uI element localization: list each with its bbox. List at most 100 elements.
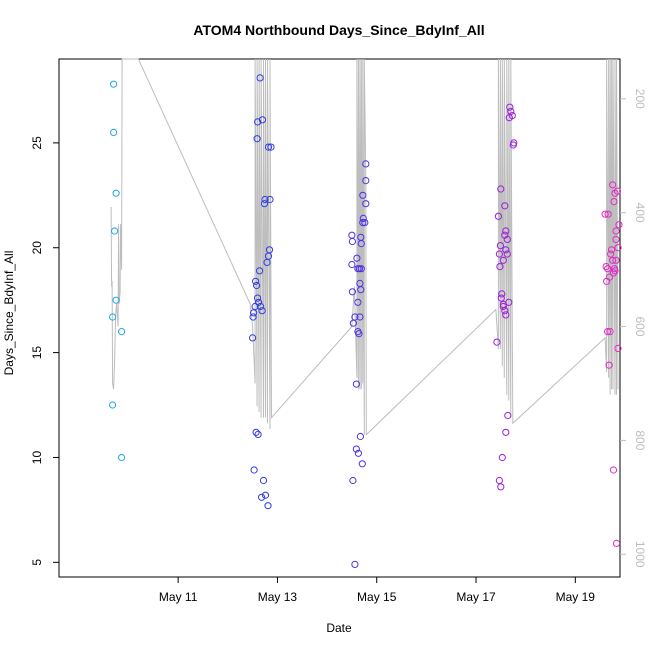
data-point-1-8 — [266, 195, 274, 204]
data-point-3-15 — [503, 250, 511, 258]
y-axis-label: Days_Since_BdyInf_All — [2, 251, 16, 376]
data-point-3-8 — [494, 212, 502, 220]
data-point-3-25 — [493, 338, 501, 346]
data-point-3-14 — [495, 250, 503, 258]
data-point-1-0 — [256, 74, 264, 82]
data-point-3-24 — [502, 311, 510, 319]
x-tick-label-1: May 13 — [258, 590, 298, 604]
data-point-1-6 — [261, 195, 269, 204]
data-point-4-5 — [604, 210, 612, 218]
data-point-1-12 — [256, 267, 264, 275]
data-point-4-0 — [609, 181, 617, 189]
data-point-1-28 — [261, 491, 270, 499]
data-point-3-29 — [495, 476, 503, 485]
plot-frame — [58, 58, 621, 578]
chart-title: ATOM4 Northbound Days_Since_BdyInf_All — [193, 22, 484, 38]
data-point-2-24 — [355, 330, 363, 338]
data-point-2-10 — [357, 240, 365, 248]
data-point-2-7 — [348, 231, 356, 239]
data-point-3-7 — [501, 202, 509, 210]
data-point-2-25 — [352, 380, 360, 388]
x-tick-label-3: May 17 — [456, 590, 496, 604]
data-point-1-13 — [252, 277, 260, 285]
data-point-3-0 — [506, 103, 514, 111]
data-point-4-13 — [612, 256, 620, 264]
data-point-4-26 — [612, 539, 621, 548]
data-point-2-0 — [362, 160, 370, 168]
y-tick-label-0: 5 — [30, 559, 44, 566]
y2-axis: 200 400 600 800 1000 — [620, 89, 647, 568]
data-point-3-6 — [497, 185, 505, 193]
data-point-4-11 — [607, 250, 615, 258]
data-point-2-6 — [359, 219, 367, 227]
data-point-1-24 — [254, 430, 262, 438]
data-point-1-22 — [249, 334, 257, 342]
data-point-2-2 — [359, 191, 367, 199]
data-point-2-18 — [348, 288, 356, 296]
data-point-1-11 — [263, 258, 271, 266]
data-point-1-16 — [255, 298, 263, 306]
data-point-1-26 — [259, 476, 268, 485]
data-point-0-4 — [112, 296, 120, 304]
data-point-3-22 — [499, 302, 507, 311]
data-point-2-17 — [357, 286, 365, 294]
data-point-1-29 — [264, 502, 272, 510]
data-point-2-29 — [358, 460, 366, 468]
data-point-4-14 — [604, 265, 612, 273]
data-point-2-1 — [362, 177, 370, 185]
data-point-2-31 — [351, 560, 359, 569]
data-point-0-3 — [111, 227, 119, 235]
data-point-1-15 — [254, 294, 262, 302]
data-point-2-12 — [348, 260, 356, 269]
data-point-4-23 — [614, 344, 622, 352]
data-point-3-3 — [508, 112, 516, 120]
data-point-2-19 — [354, 298, 362, 306]
data-point-3-16 — [499, 256, 507, 264]
data-point-2-3 — [362, 200, 370, 208]
data-point-3-19 — [497, 294, 505, 302]
data-point-0-1 — [110, 128, 118, 136]
data-point-4-8 — [612, 235, 620, 243]
data-point-1-23 — [252, 428, 260, 436]
data-point-4-6 — [615, 221, 623, 229]
data-point-2-22 — [356, 313, 364, 321]
data-point-3-17 — [496, 263, 504, 271]
data-point-1-4 — [264, 143, 273, 151]
data-point-2-30 — [349, 476, 357, 485]
data-point-3-30 — [497, 483, 505, 491]
data-point-2-15 — [357, 265, 365, 273]
data-point-0-8 — [118, 453, 126, 462]
data-point-1-18 — [257, 302, 265, 311]
y-tick-label-4: 25 — [30, 136, 44, 150]
data-point-3-27 — [502, 428, 510, 436]
data-point-1-27 — [258, 493, 266, 501]
data-point-2-11 — [353, 254, 361, 262]
data-point-4-25 — [609, 466, 618, 474]
points-layer — [109, 74, 623, 569]
trace-line — [110, 58, 619, 436]
data-point-4-2 — [610, 198, 618, 206]
x-axis: May 11 May 13 May 15 May 17 May 19 — [159, 577, 595, 604]
data-point-1-2 — [258, 116, 267, 124]
data-point-3-9 — [502, 227, 510, 235]
data-point-4-10 — [614, 244, 622, 252]
data-point-4-18 — [611, 267, 619, 275]
data-point-3-23 — [501, 307, 509, 315]
y-tick-label-1: 10 — [30, 451, 44, 465]
data-point-3-18 — [498, 290, 506, 298]
data-point-2-21 — [349, 319, 357, 327]
data-point-3-26 — [504, 411, 512, 420]
data-point-2-4 — [359, 214, 367, 222]
data-point-3-28 — [498, 453, 506, 462]
x-tick-label-0: May 11 — [159, 590, 198, 604]
data-point-4-20 — [603, 277, 611, 285]
data-point-2-5 — [361, 219, 369, 227]
data-point-4-7 — [612, 227, 620, 235]
data-point-1-3 — [253, 135, 261, 143]
data-point-3-12 — [496, 242, 504, 250]
data-point-4-12 — [609, 256, 617, 264]
data-point-2-27 — [352, 445, 360, 453]
data-point-3-13 — [502, 246, 510, 254]
data-point-1-7 — [260, 200, 269, 208]
